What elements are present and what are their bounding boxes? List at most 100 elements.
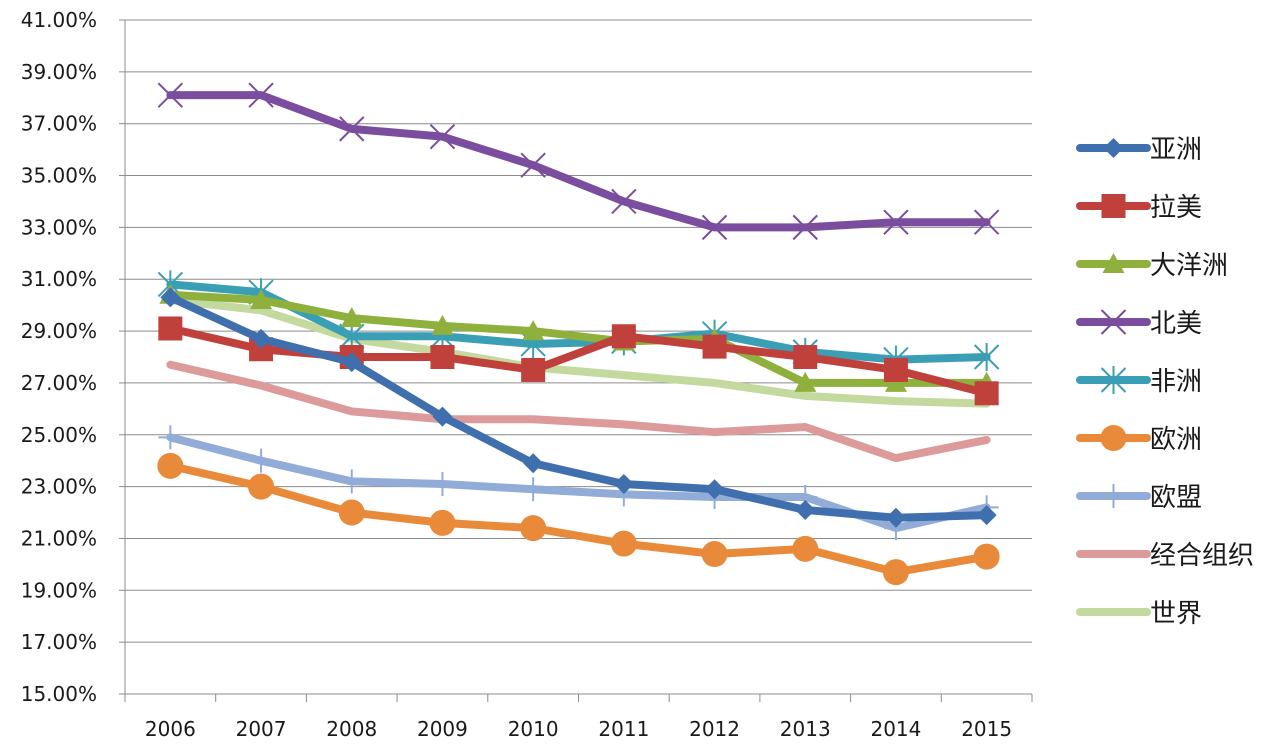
data-point — [521, 477, 546, 502]
data-point — [160, 287, 181, 308]
legend-label: 世界 — [1150, 599, 1202, 629]
data-point — [430, 472, 455, 497]
data-point — [792, 535, 819, 562]
y-tick-label: 23.00% — [21, 475, 97, 499]
x-tick-label: 2014 — [870, 717, 921, 741]
legend-item-6: 欧盟 — [1076, 483, 1202, 513]
data-point — [610, 530, 637, 557]
series-5 — [157, 452, 1000, 586]
data-point — [250, 288, 273, 309]
data-point — [792, 214, 818, 241]
data-point — [611, 188, 637, 215]
data-point — [973, 343, 1000, 371]
x-tick-label: 2013 — [780, 717, 831, 741]
data-point — [157, 452, 184, 479]
data-point — [248, 82, 274, 108]
data-point — [795, 499, 816, 520]
y-tick-label: 41.00% — [21, 8, 97, 32]
series-line — [166, 461, 991, 577]
x-tick-label: 2009 — [417, 717, 468, 741]
data-point — [883, 357, 908, 382]
data-point — [248, 473, 275, 500]
data-point — [339, 469, 364, 494]
data-point — [793, 345, 818, 369]
legend-label: 经合组织 — [1150, 541, 1254, 571]
x-tick-label: 2010 — [508, 717, 559, 741]
axes — [119, 19, 1033, 702]
gridlines — [125, 19, 1032, 695]
legend-item-7: 经合组织 — [1076, 541, 1254, 571]
series-line — [166, 91, 991, 232]
data-point — [339, 116, 365, 142]
y-tick-label: 25.00% — [21, 423, 97, 447]
data-point — [431, 314, 454, 335]
y-tick-label: 39.00% — [21, 60, 97, 84]
y-tick-label: 35.00% — [21, 164, 97, 188]
data-point — [976, 505, 997, 526]
data-point — [1100, 309, 1127, 335]
x-tick-label: 2006 — [145, 717, 196, 741]
data-point — [522, 320, 545, 341]
data-point — [251, 328, 272, 349]
y-tick-label: 21.00% — [21, 526, 97, 550]
x-tick-label: 2011 — [598, 717, 649, 741]
data-point — [613, 474, 634, 495]
legend-label: 欧洲 — [1150, 425, 1202, 455]
y-tick-label: 31.00% — [21, 267, 97, 291]
data-point — [974, 381, 999, 406]
data-point — [701, 214, 728, 241]
legend-label: 亚洲 — [1150, 135, 1202, 165]
data-point — [704, 479, 725, 500]
data-point — [521, 357, 546, 382]
data-point — [432, 406, 453, 427]
legend-label: 北美 — [1150, 309, 1202, 339]
data-point — [523, 453, 544, 474]
series-line — [166, 280, 991, 364]
data-point — [1100, 366, 1127, 394]
legend-item-4: 非洲 — [1076, 366, 1202, 397]
data-point — [158, 425, 183, 450]
data-point — [429, 123, 456, 150]
y-tick-label: 17.00% — [21, 630, 97, 654]
series-lines — [157, 82, 1000, 586]
data-point — [1101, 194, 1126, 218]
data-point — [338, 499, 365, 526]
legend-item-8: 世界 — [1076, 599, 1202, 629]
data-point — [430, 345, 455, 369]
y-tick-label: 15.00% — [21, 682, 97, 706]
legend-item-1: 拉美 — [1076, 193, 1202, 223]
series-0 — [160, 287, 997, 528]
legend-item-3: 北美 — [1076, 309, 1202, 339]
series-1 — [158, 316, 999, 406]
y-tick-label: 27.00% — [21, 371, 97, 395]
data-point — [1102, 253, 1125, 273]
data-point — [611, 324, 636, 349]
data-point — [157, 82, 184, 108]
data-point — [882, 559, 909, 586]
series-line — [166, 293, 991, 522]
data-point — [702, 334, 727, 359]
legend-label: 非洲 — [1150, 367, 1202, 397]
data-point — [973, 543, 1000, 570]
data-point — [701, 541, 728, 568]
x-tick-label: 2007 — [236, 717, 287, 741]
x-axis-tick-labels: 2006 2007 2008 2009 2010 2011 2012 2013 2014 2015 — [145, 717, 1012, 741]
data-point — [1103, 138, 1124, 158]
data-point — [429, 509, 456, 536]
data-point — [794, 371, 817, 392]
data-point — [883, 209, 909, 235]
legend-label: 拉美 — [1150, 193, 1202, 223]
x-tick-label: 2008 — [326, 717, 377, 741]
data-point — [520, 152, 546, 178]
legend-item-0: 亚洲 — [1076, 135, 1202, 165]
series-line — [166, 360, 991, 463]
y-tick-label: 19.00% — [21, 578, 97, 602]
y-tick-label: 29.00% — [21, 319, 97, 343]
data-point — [249, 448, 274, 473]
data-point — [341, 352, 362, 373]
data-point — [158, 316, 183, 341]
data-point — [885, 507, 906, 528]
legend-label: 大洋洲 — [1150, 251, 1228, 281]
